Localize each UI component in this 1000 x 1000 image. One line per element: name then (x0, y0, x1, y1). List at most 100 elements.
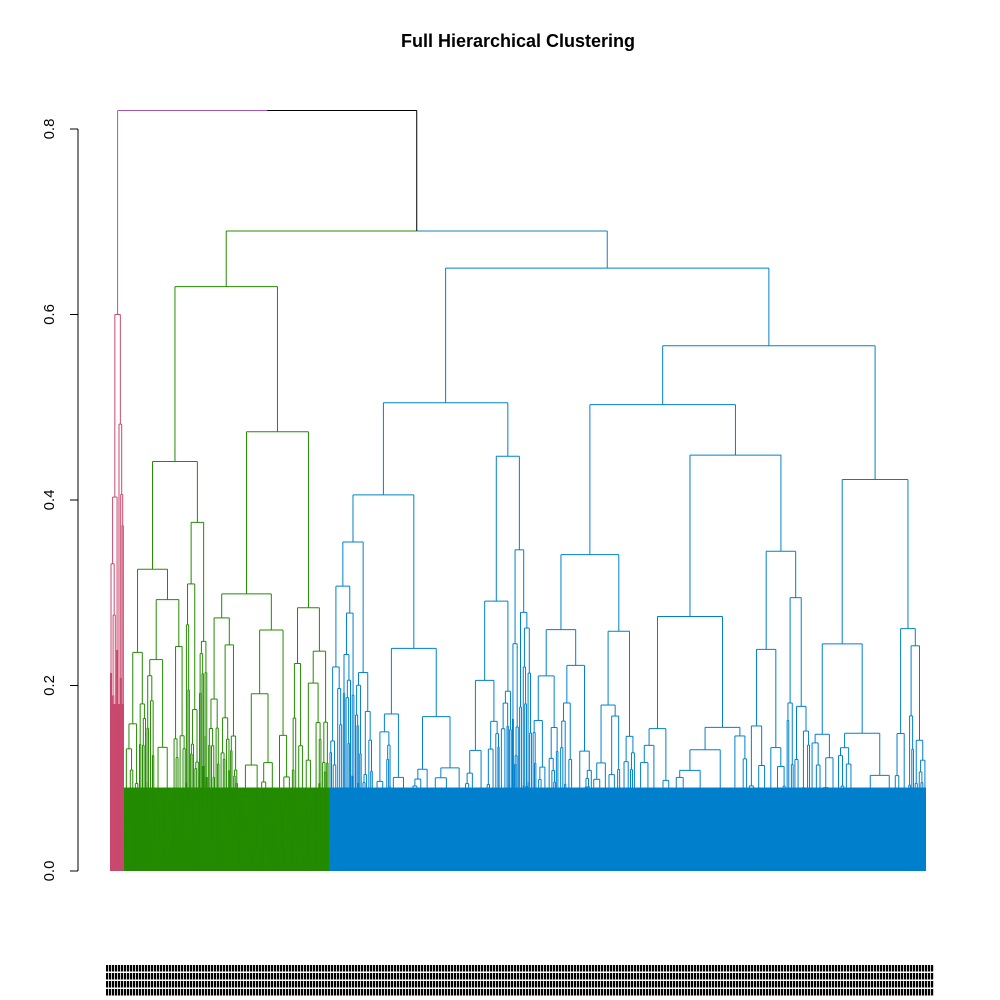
leaf-label (472, 973, 475, 980)
leaf-label (655, 981, 658, 988)
leaf-label (763, 989, 766, 996)
leaf-label (856, 973, 859, 980)
leaf-label (223, 989, 226, 996)
leaf-label (379, 989, 382, 996)
leaf-label (928, 981, 931, 988)
leaf-label (214, 973, 217, 980)
leaf-label (766, 973, 769, 980)
leaf-label (259, 973, 262, 980)
leaf-label (286, 973, 289, 980)
leaf-label (136, 973, 139, 980)
leaf-label (154, 965, 157, 972)
leaf-label (799, 981, 802, 988)
leaf-label (610, 981, 613, 988)
leaf-label (826, 965, 829, 972)
leaf-label (784, 981, 787, 988)
leaf-label (628, 965, 631, 972)
leaf-label (478, 989, 481, 996)
y-tick-label: 0.2 (41, 675, 58, 696)
leaf-label (619, 965, 622, 972)
leaf-label (685, 989, 688, 996)
leaf-label (292, 973, 295, 980)
leaf-label (430, 989, 433, 996)
leaf-label (115, 973, 118, 980)
leaf-label (478, 965, 481, 972)
leaf-label (286, 989, 289, 996)
leaf-label (679, 973, 682, 980)
leaf-label (793, 981, 796, 988)
leaf-label (475, 981, 478, 988)
leaf-label (256, 989, 259, 996)
leaf-label (232, 965, 235, 972)
leaf-label (673, 965, 676, 972)
leaf-label (106, 989, 109, 996)
leaf-label (232, 989, 235, 996)
leaf-label (526, 973, 529, 980)
leaf-label (613, 981, 616, 988)
leaf-label (868, 973, 871, 980)
leaf-label (196, 989, 199, 996)
leaf-label (565, 965, 568, 972)
leaf-label (679, 965, 682, 972)
leaf-label (790, 973, 793, 980)
leaf-label (811, 973, 814, 980)
leaf-label (340, 989, 343, 996)
leaf-label (586, 965, 589, 972)
leaf-label (787, 973, 790, 980)
leaf-label (325, 973, 328, 980)
leaf-label (307, 965, 310, 972)
leaf-label (736, 973, 739, 980)
leaf-label (850, 989, 853, 996)
leaf-label (730, 973, 733, 980)
leaf-label (568, 965, 571, 972)
leaf-label (712, 965, 715, 972)
leaf-label (385, 989, 388, 996)
leaf-label (181, 973, 184, 980)
leaf-label (208, 965, 211, 972)
leaf-label (694, 965, 697, 972)
leaf-label (493, 981, 496, 988)
leaf-label (691, 973, 694, 980)
leaf-label (160, 973, 163, 980)
leaf-label (784, 989, 787, 996)
leaf-label (571, 965, 574, 972)
leaf-label (652, 973, 655, 980)
leaf-label (397, 965, 400, 972)
leaf-label (331, 981, 334, 988)
leaf-label (625, 973, 628, 980)
leaf-label (793, 989, 796, 996)
leaf-label (304, 965, 307, 972)
leaf-label (532, 973, 535, 980)
leaf-label (175, 973, 178, 980)
leaf-label (109, 981, 112, 988)
leaf-label (829, 989, 832, 996)
leaf-label (655, 973, 658, 980)
leaf-label (280, 989, 283, 996)
leaf-label (481, 965, 484, 972)
leaf-label (385, 965, 388, 972)
leaf-label (739, 981, 742, 988)
leaf-label (220, 965, 223, 972)
leaf-label (892, 989, 895, 996)
leaf-label (682, 981, 685, 988)
leaf-label (817, 981, 820, 988)
leaf-label (262, 973, 265, 980)
leaf-label (388, 965, 391, 972)
leaf-label (580, 973, 583, 980)
leaf-label (124, 965, 127, 972)
leaf-label (415, 981, 418, 988)
leaf-label (703, 981, 706, 988)
leaf-label (256, 973, 259, 980)
leaf-label (322, 973, 325, 980)
leaf-label (724, 981, 727, 988)
leaf-label (883, 981, 886, 988)
leaf-label (586, 973, 589, 980)
leaf-label (889, 973, 892, 980)
leaf-label (178, 965, 181, 972)
leaf-label (649, 965, 652, 972)
leaf-label (919, 973, 922, 980)
leaf-label (487, 981, 490, 988)
leaf-label (832, 973, 835, 980)
leaf-label (505, 965, 508, 972)
leaf-label (892, 965, 895, 972)
